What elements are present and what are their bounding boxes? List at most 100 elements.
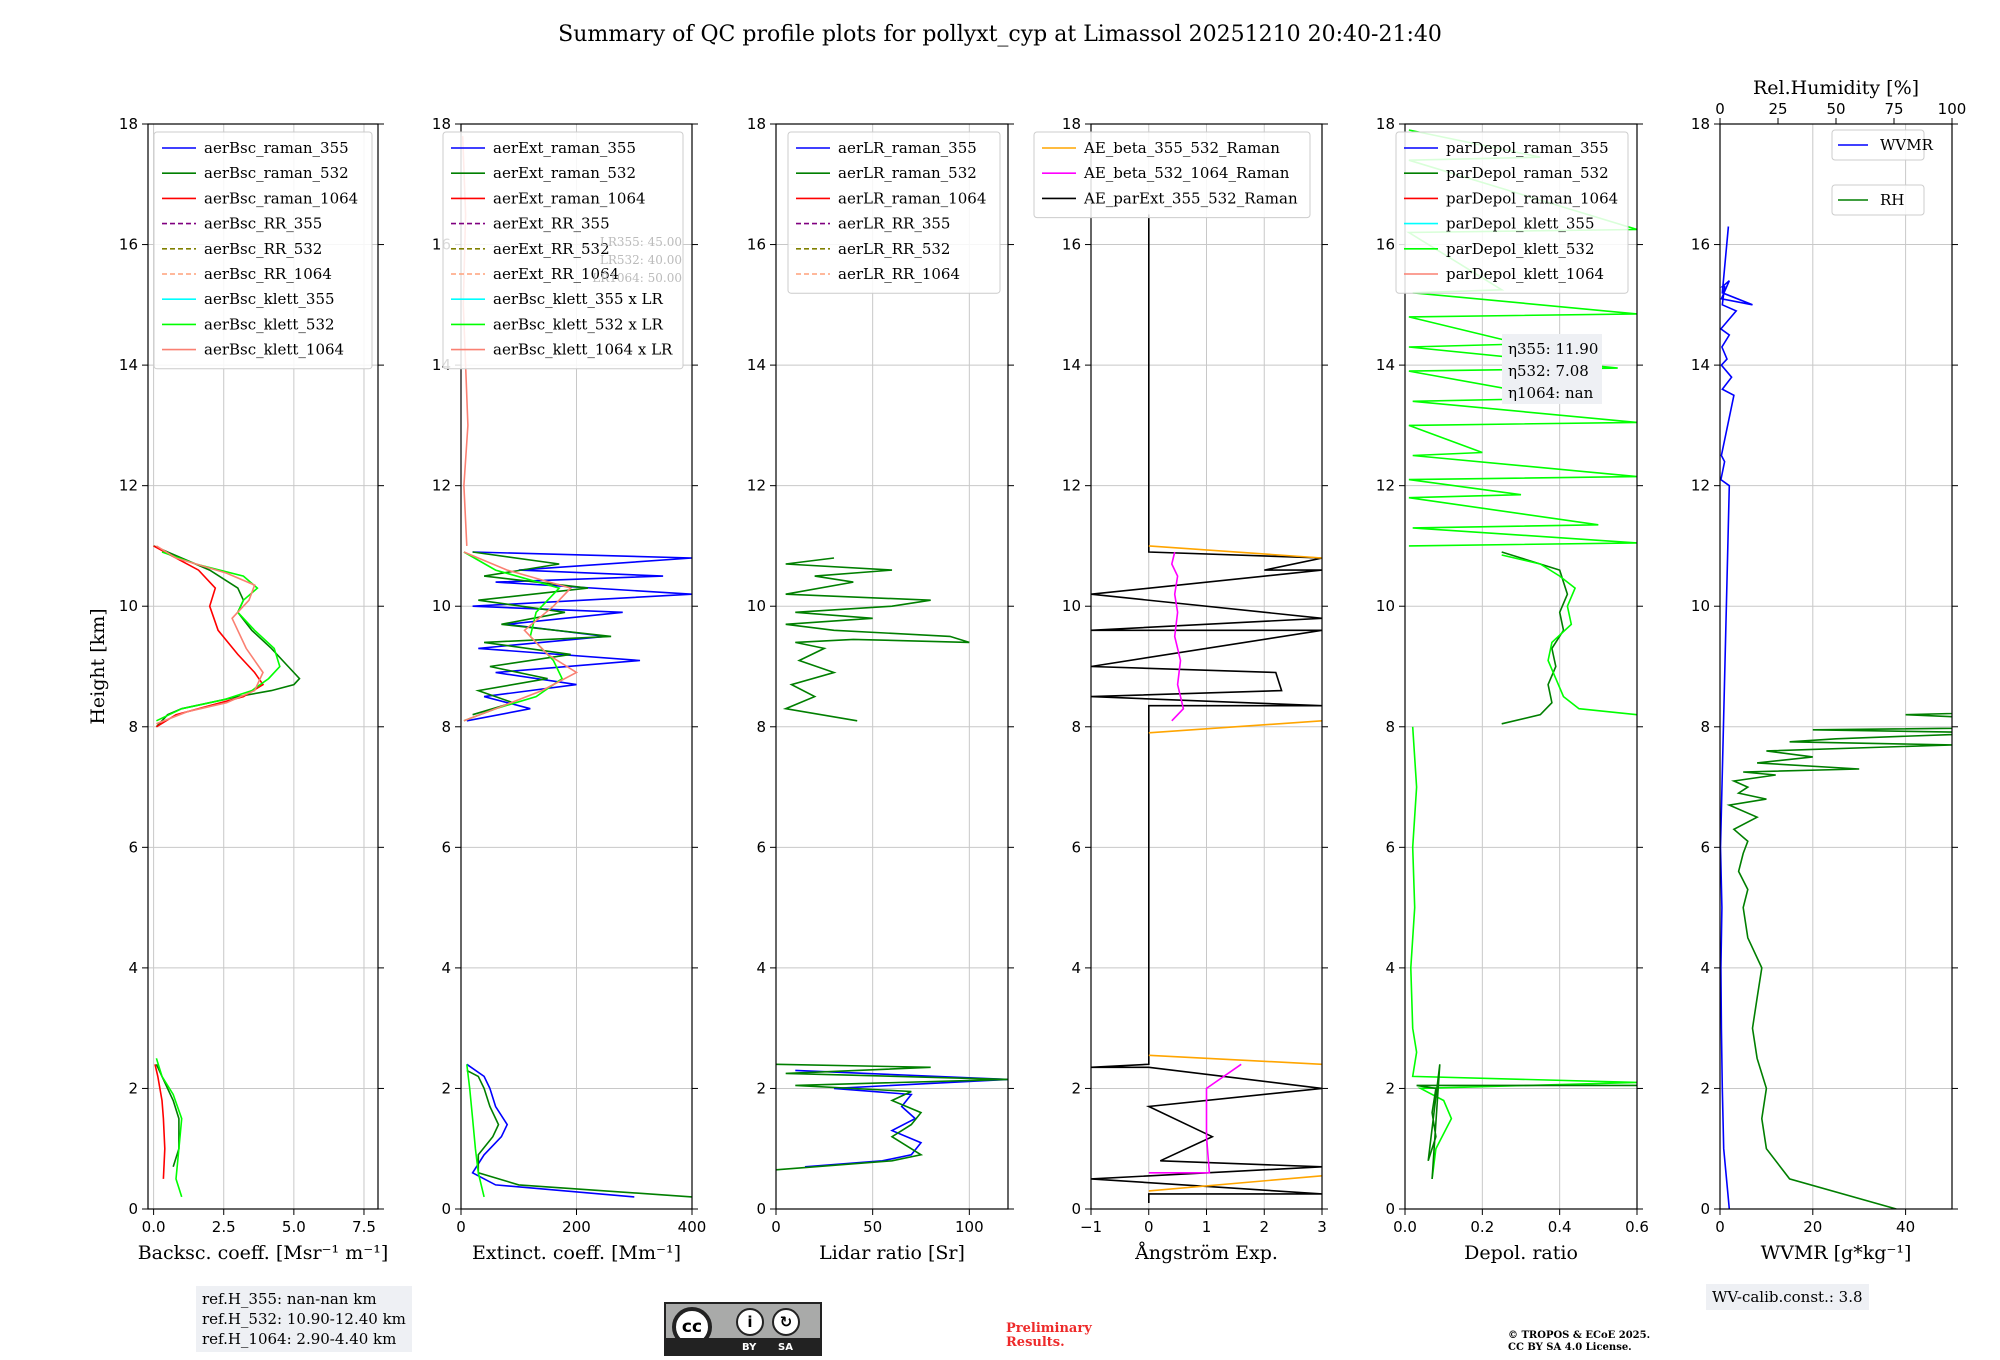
legend: parDepol_raman_355 parDepol_raman_532 parD… (1395, 131, 1629, 294)
legend: WVMR RH (1831, 129, 1934, 216)
y-tick-label: 4 (1071, 959, 1081, 977)
top-x-tick-label: 25 (1768, 100, 1787, 118)
x-tick-label: 40 (1896, 1218, 1915, 1236)
y-tick-label: 12 (1062, 477, 1081, 495)
series-line (1501, 551, 1569, 725)
legend-box (1831, 184, 1925, 216)
legend-entry: AE_beta_355_532_Raman (1083, 139, 1280, 157)
series-line (1091, 214, 1322, 1203)
legend-entry: aerExt_raman_1064 (493, 189, 646, 207)
series-line (466, 1064, 485, 1198)
preliminary-line-2: Results. (1006, 1335, 1065, 1350)
attribution-icon: i (736, 1308, 764, 1336)
legend-entry: aerBsc_RR_532 (204, 240, 322, 258)
y-tick-label: 10 (1691, 597, 1710, 615)
series-line (466, 1063, 635, 1198)
legend-entry: aerBsc_raman_1064 (204, 189, 358, 207)
y-tick-label: 6 (128, 838, 138, 856)
copyright-line-1: © TROPOS & ECoE 2025. (1508, 1330, 1651, 1341)
legend: AE_beta_355_532_Raman AE_beta_532_1064_Ra… (1033, 131, 1311, 219)
x-tick-label: 400 (678, 1218, 707, 1236)
y-tick-label: 18 (119, 115, 138, 133)
series-line (1148, 720, 1322, 734)
eta-label: η1064: nan (1508, 384, 1594, 402)
series-line (776, 1063, 1008, 1171)
legend-entry: parDepol_klett_1064 (1446, 265, 1604, 283)
legend-entry: aerExt_RR_532 (493, 240, 610, 258)
y-tick-label: 2 (1385, 1079, 1395, 1097)
panel-3: 0 2 4 6 8 10 12 14 16 18 0 50 100 Lidar ratio [Sr] aer… (747, 115, 1014, 1264)
top-x-tick-label: 75 (1884, 100, 1903, 118)
x-tick-label: 50 (863, 1218, 882, 1236)
figure-title: Summary of QC profile plots for pollyxt_… (558, 22, 1442, 47)
legend-entry: parDepol_raman_532 (1446, 164, 1609, 182)
share-alike-icon: ↻ (772, 1308, 800, 1336)
axes-frame (147, 123, 379, 1210)
legend-entry: aerBsc_klett_355 (204, 290, 335, 308)
x-tick-label: 0 (1144, 1218, 1154, 1236)
x-tick-label: 7.5 (352, 1218, 376, 1236)
series-line (1416, 1064, 1637, 1179)
series-line (155, 545, 264, 725)
eta-box (1502, 334, 1602, 404)
x-tick-label: 0.2 (1470, 1218, 1494, 1236)
y-tick-label: 6 (1700, 838, 1710, 856)
series-line (155, 1063, 180, 1168)
y-tick-label: 6 (441, 838, 451, 856)
legend-entry: RH (1880, 191, 1904, 209)
lidar-ratio-label: LR355: 45.00 (600, 235, 682, 249)
x-axis-label: Depol. ratio (1464, 1242, 1578, 1264)
y-tick-label: 8 (756, 718, 766, 736)
legend-entry: aerBsc_klett_532 x LR (493, 315, 664, 333)
y-tick-label: 0 (1700, 1200, 1710, 1218)
y-tick-label: 2 (1700, 1079, 1710, 1097)
y-tick-label: 4 (1700, 959, 1710, 977)
y-tick-label: 8 (1385, 718, 1395, 736)
y-tick-label: 2 (756, 1079, 766, 1097)
series-line (1148, 1063, 1242, 1174)
y-tick-label: 18 (747, 115, 766, 133)
cc-by-sa-license-badge[interactable]: cc i ↻ BY SA (664, 1302, 822, 1356)
top-x-tick-label: 0 (1715, 100, 1725, 118)
top-x-tick-label: 50 (1826, 100, 1845, 118)
legend-entry: WVMR (1880, 136, 1934, 154)
y-tick-label: 18 (432, 115, 451, 133)
y-tick-label: 10 (119, 597, 138, 615)
top-axis-label: Rel.Humidity [%] (1753, 77, 1919, 99)
y-tick-label: 10 (747, 597, 766, 615)
legend-entry: aerBsc_klett_1064 x LR (493, 341, 673, 359)
x-tick-label: 20 (1803, 1218, 1822, 1236)
series-line (1148, 1054, 1322, 1066)
legend-entry: aerLR_raman_355 (838, 139, 977, 157)
y-tick-label: 8 (1700, 718, 1710, 736)
legend-entry: aerBsc_klett_532 (204, 315, 335, 333)
eta-label: η355: 11.90 (1508, 340, 1598, 358)
y-tick-label: 6 (1385, 838, 1395, 856)
x-tick-label: 1 (1202, 1218, 1212, 1236)
axes-frame (775, 123, 1009, 1210)
y-tick-label: 2 (1071, 1079, 1081, 1097)
y-tick-label: 4 (441, 959, 451, 977)
panel-1: 0 2 4 6 8 10 12 14 16 18 0.0 2.5 5.0 7.5 Backsc. coeff… (87, 115, 388, 1264)
legend-entry: AE_beta_532_1064_Raman (1083, 164, 1290, 182)
y-tick-label: 10 (432, 597, 451, 615)
wv-calibration-text: WV-calib.const.: 3.8 (1712, 1288, 1863, 1306)
legend: aerExt_raman_355 aerExt_raman_532 aerExt_r… (442, 131, 684, 370)
series-line (154, 1064, 166, 1179)
legend: aerLR_raman_355 aerLR_raman_532 aerLR_rama… (787, 131, 1001, 294)
legend-box (1395, 131, 1629, 294)
x-axis-label: Ångström Exp. (1134, 1242, 1278, 1264)
legend-entry: aerExt_raman_532 (493, 164, 636, 182)
y-tick-label: 8 (441, 718, 451, 736)
reference-height-box: ref.H_355: nan-nan km ref.H_532: 10.90-1… (196, 1286, 412, 1352)
lidar-ratio-label: LR1064: 50.00 (592, 271, 682, 285)
x-tick-label: 2 (1259, 1218, 1269, 1236)
y-tick-label: 12 (1691, 477, 1710, 495)
y-tick-label: 14 (1376, 356, 1395, 374)
y-tick-label: 0 (128, 1200, 138, 1218)
series-line (1726, 712, 1952, 1209)
y-tick-label: 16 (1376, 236, 1395, 254)
x-tick-label: 0 (1715, 1218, 1725, 1236)
x-tick-label: 5.0 (282, 1218, 306, 1236)
